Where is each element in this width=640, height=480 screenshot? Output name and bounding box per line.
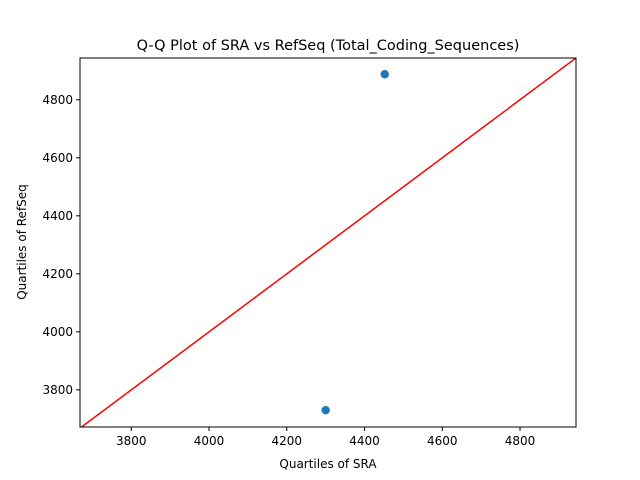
x-tick-label: 4400 (349, 434, 380, 448)
x-tick-label: 4600 (427, 434, 458, 448)
x-axis-label: Quartiles of SRA (279, 457, 377, 471)
chart-title: Q-Q Plot of SRA vs RefSeq (Total_Coding_… (137, 38, 520, 54)
y-axis-ticks: 3800 4000 4200 4400 4600 4800 (42, 93, 80, 397)
x-tick-label: 3800 (116, 434, 147, 448)
plot-frame (79, 57, 577, 428)
points-layer (321, 70, 389, 415)
y-tick-label: 4200 (42, 267, 73, 281)
y-tick-label: 4600 (42, 151, 73, 165)
data-point (380, 70, 389, 79)
x-tick-label: 4200 (272, 434, 303, 448)
y-tick-label: 4800 (42, 93, 73, 107)
y-tick-label: 3800 (42, 383, 73, 397)
y-axis-label: Quartiles of RefSeq (15, 184, 29, 300)
x-axis-ticks: 3800 4000 4200 4400 4600 4800 (116, 427, 535, 448)
x-tick-label: 4800 (505, 434, 536, 448)
data-point (321, 405, 330, 415)
y-tick-label: 4000 (42, 325, 73, 339)
x-tick-label: 4000 (194, 434, 225, 448)
y-tick-label: 4400 (42, 209, 73, 223)
